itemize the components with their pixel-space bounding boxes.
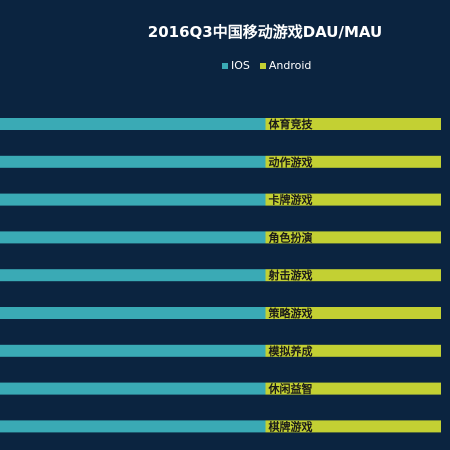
bar-android-6 — [265, 344, 441, 357]
legend-label-android: Android — [268, 59, 312, 72]
chart-legend: IOS Android — [222, 59, 311, 72]
bar-ios-8 — [0, 420, 266, 433]
bar-ios-4 — [0, 269, 266, 282]
category-label-2: 卡牌游戏 — [269, 193, 313, 207]
bar-android-2 — [265, 193, 441, 206]
bar-ios-0 — [0, 118, 266, 130]
category-label-1: 动作游戏 — [269, 155, 313, 169]
bar-android-4 — [265, 269, 441, 282]
bar-ios-3 — [0, 231, 266, 244]
bar-android-0 — [265, 118, 441, 130]
bar-ios-2 — [0, 193, 266, 206]
legend-swatch-android — [259, 62, 266, 69]
legend-item-android: Android — [259, 59, 312, 72]
bar-android-7 — [265, 382, 441, 395]
category-label-3: 角色扮演 — [269, 230, 313, 244]
bar-android-1 — [265, 155, 441, 168]
category-label-5: 策略游戏 — [268, 306, 313, 320]
category-label-8: 棋牌游戏 — [268, 419, 313, 433]
bar-ios-1 — [0, 155, 266, 168]
category-label-6: 模拟养成 — [269, 344, 313, 358]
legend-label-ios: IOS — [231, 59, 250, 72]
legend-swatch-ios — [222, 62, 228, 69]
bar-ios-7 — [0, 382, 266, 395]
legend-item-ios: IOS — [222, 59, 250, 72]
category-label-4: 射击游戏 — [268, 268, 313, 282]
bar-android-5 — [265, 307, 441, 319]
bar-ios-5 — [0, 307, 266, 319]
bar-ios-6 — [0, 344, 266, 357]
category-label-7: 休闲益智 — [268, 382, 313, 396]
bar-android-3 — [265, 231, 441, 244]
bar-android-8 — [265, 420, 441, 433]
category-label-0: 体育竞技 — [269, 117, 314, 131]
chart-title: 2016Q3中国移动游戏DAU/MAU — [147, 23, 383, 41]
